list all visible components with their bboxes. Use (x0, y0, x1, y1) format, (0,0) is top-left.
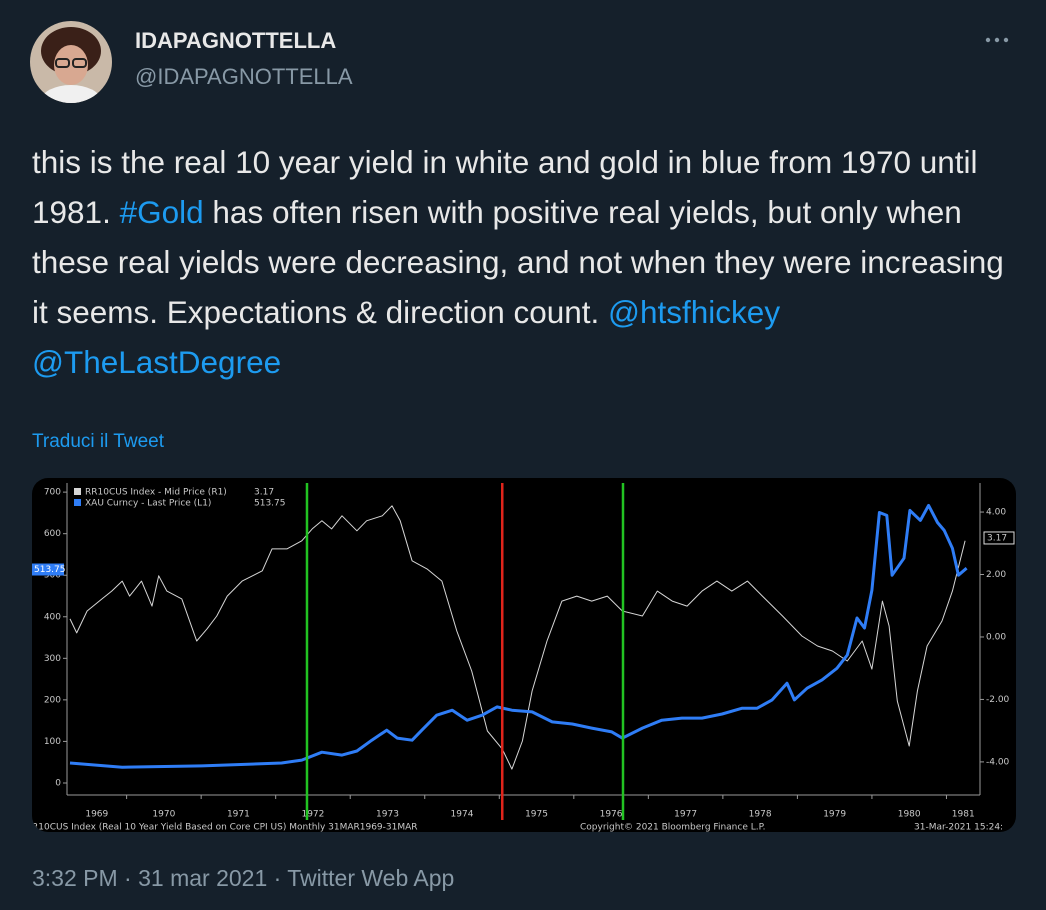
text-link[interactable]: #Gold (119, 194, 204, 230)
y-tick-label: 200 (44, 695, 61, 705)
legend-value: 513.75 (254, 499, 286, 509)
legend-swatch (74, 499, 81, 506)
legend-label: XAU Curncy - Last Price (L1) (85, 499, 211, 509)
x-tick-label: 1976 (600, 810, 623, 820)
plot-area (69, 503, 968, 770)
y-tick-label: 600 (44, 529, 61, 539)
legend-label: RR10CUS Index - Mid Price (R1) (85, 488, 227, 498)
x-tick-label: 1970 (152, 810, 175, 820)
x-tick-label: 1969 (85, 810, 108, 820)
tweet-text: this is the real 10 year yield in white … (32, 137, 1022, 387)
y-tick-label: 700 (44, 488, 61, 498)
value-tag (32, 563, 64, 576)
value-tag-label: 3.17 (987, 533, 1007, 543)
tweet-meta: 3:32 PM · 31 mar 2021 · Twitter Web App (32, 865, 455, 891)
y-tick-label: 400 (44, 612, 61, 622)
x-tick-label: 1981 (952, 810, 975, 820)
x-tick-label: 1978 (749, 810, 772, 820)
translate-link[interactable]: Traduci il Tweet (32, 431, 164, 452)
x-tick-label: 1973 (376, 810, 399, 820)
more-button[interactable] (984, 34, 1014, 46)
legend-swatch (74, 488, 81, 495)
series-line (69, 503, 968, 769)
text-span: this is the real 10 year yield in white … (32, 144, 987, 230)
x-tick-label: 1974 (451, 810, 474, 820)
text-link[interactable]: @htsfhickey (608, 294, 781, 330)
x-tick-label: 1979 (823, 810, 846, 820)
y-tick-label: 300 (44, 654, 61, 664)
y2-tick-label: 4.00 (986, 508, 1006, 518)
text-span (780, 294, 789, 330)
value-tag-label: 513.75 (34, 565, 66, 575)
series-line (69, 505, 966, 770)
avatar[interactable] (30, 21, 112, 103)
y-tick-label: 500 (44, 571, 61, 581)
legend-value: 3.17 (254, 488, 274, 498)
chart-source: R10CUS Index (Real 10 Year Yield Based o… (32, 823, 418, 833)
y-tick-label: 100 (44, 737, 61, 747)
text-span: has often risen with positive real yield… (32, 194, 1013, 330)
text-link[interactable]: @TheLastDegree (32, 344, 282, 380)
y2-tick-label: -2.00 (986, 695, 1010, 705)
y-tick-label: 0 (55, 778, 61, 788)
x-tick-label: 1980 (898, 810, 921, 820)
x-tick-label: 1975 (525, 810, 548, 820)
chart-timestamp: 31-Mar-2021 15:24: (914, 823, 1003, 833)
x-tick-label: 1972 (301, 810, 324, 820)
user-handle[interactable]: @IDAPAGNOTTELLA (135, 64, 353, 89)
x-tick-label: 1977 (674, 810, 697, 820)
y2-tick-label: 2.00 (986, 570, 1006, 580)
y2-tick-label: -4.00 (986, 757, 1010, 767)
chart: 0 100 200 300 400 500 600 700 -4.00 -2.00 0.00 2.00… (32, 483, 1015, 833)
user-name[interactable]: IDAPAGNOTTELLA (135, 28, 337, 53)
x-tick-label: 1971 (227, 810, 250, 820)
chart-image[interactable]: 0 100 200 300 400 500 600 700 -4.00 -2.00 0.00 2.00… (32, 478, 1016, 832)
value-tag (983, 531, 1015, 545)
y2-tick-label: 0.00 (986, 632, 1006, 642)
chart-copyright: Copyright© 2021 Bloomberg Finance L.P. (580, 823, 765, 833)
